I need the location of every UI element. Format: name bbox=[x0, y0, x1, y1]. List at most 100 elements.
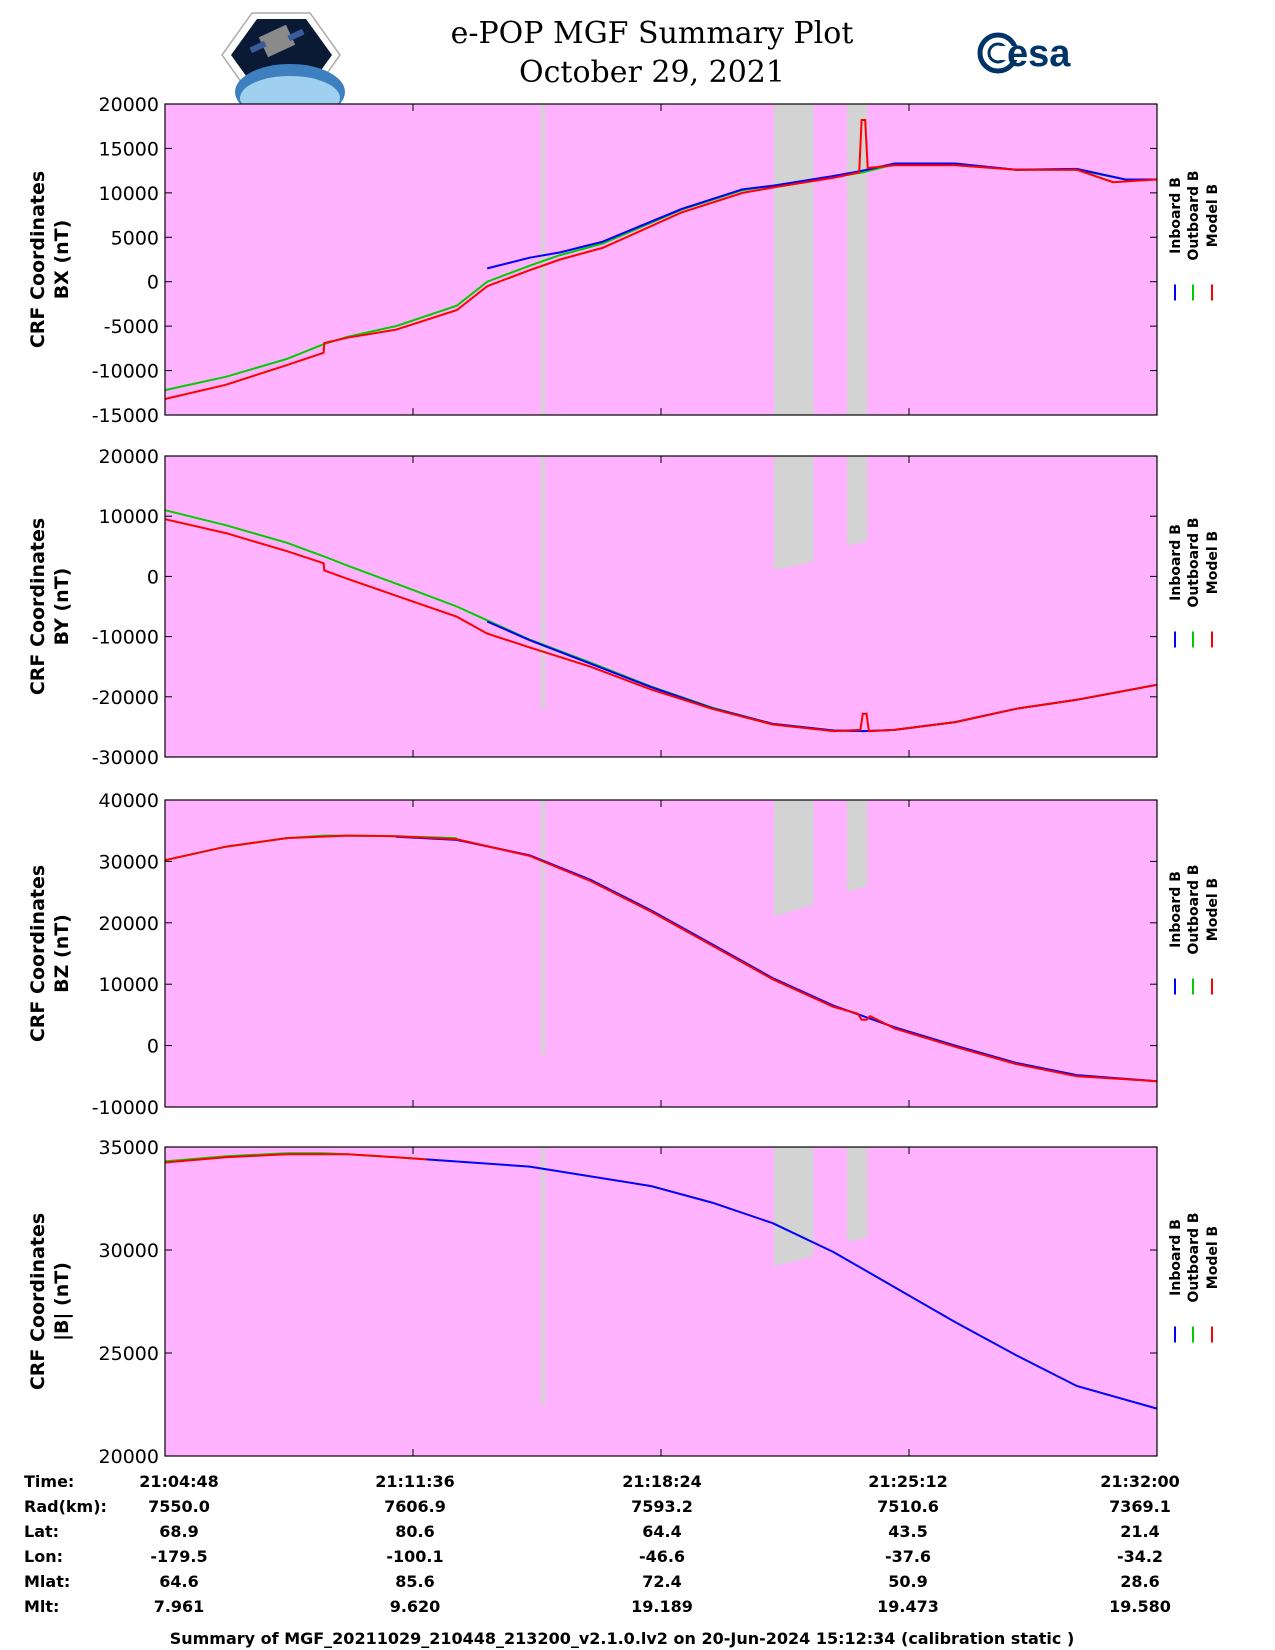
ephemeris-row-label: Time: bbox=[24, 1472, 74, 1491]
y-axis-label-units: |B| (nT) bbox=[51, 1262, 73, 1341]
ephemeris-cell: 21:32:00 bbox=[1100, 1472, 1180, 1491]
ephemeris-cell: 19.473 bbox=[877, 1597, 939, 1616]
data-gap-band bbox=[847, 1147, 868, 1242]
ephemeris-cell: 43.5 bbox=[888, 1522, 927, 1541]
ephemeris-cell: -100.1 bbox=[386, 1547, 443, 1566]
data-gap-line bbox=[541, 800, 546, 1055]
series-line-model bbox=[164, 119, 1158, 400]
y-tick-label: -10000 bbox=[92, 361, 159, 383]
legend-label: Outboard B bbox=[1186, 170, 1202, 260]
data-gap-band bbox=[774, 456, 814, 571]
ephemeris-cell: -179.5 bbox=[150, 1547, 207, 1566]
y-axis-label-units: BY (nT) bbox=[51, 568, 73, 646]
y-tick-label: 0 bbox=[147, 272, 159, 294]
ephemeris-cell: 7550.0 bbox=[148, 1497, 210, 1516]
legend-label: Outboard B bbox=[1186, 517, 1202, 607]
y-tick-label: -10000 bbox=[92, 1097, 159, 1119]
legend: Inboard B Outboard B Model B bbox=[1168, 1212, 1221, 1343]
legend-label: Inboard B bbox=[1168, 871, 1184, 948]
ephemeris-cell: 7.961 bbox=[154, 1597, 205, 1616]
ephemeris-cell: 21:04:48 bbox=[139, 1472, 219, 1491]
ephemeris-cell: 21:11:36 bbox=[375, 1472, 455, 1491]
y-tick-label: -15000 bbox=[92, 405, 159, 427]
y-tick-label: 0 bbox=[147, 566, 159, 588]
y-tick-label: 15000 bbox=[99, 138, 159, 160]
plot-area bbox=[165, 456, 1157, 757]
data-gap-band bbox=[774, 104, 814, 415]
legend-label: Outboard B bbox=[1186, 1212, 1202, 1302]
ephemeris-cell: -34.2 bbox=[1117, 1547, 1163, 1566]
data-gap-line bbox=[541, 456, 546, 709]
ephemeris-cell: 68.9 bbox=[159, 1522, 198, 1541]
y-axis-label: CRF Coordinates bbox=[27, 171, 49, 348]
y-tick-label: 20000 bbox=[99, 1446, 159, 1468]
legend-label: Model B bbox=[1205, 184, 1221, 247]
y-tick-label: 10000 bbox=[99, 506, 159, 528]
ephemeris-cell: 85.6 bbox=[395, 1572, 434, 1591]
legend-label: Inboard B bbox=[1168, 524, 1184, 601]
ephemeris-cell: -46.6 bbox=[639, 1547, 685, 1566]
ephemeris-row-label: Mlat: bbox=[24, 1572, 70, 1591]
series-line-model bbox=[164, 834, 1158, 1083]
y-tick-label: 0 bbox=[147, 1036, 159, 1058]
ephemeris-table: Time: Rad(km): Lat: Lon: Mlat: Mlt: 21:04:48 75… bbox=[24, 1472, 1180, 1616]
footer-caption: Summary of MGF_20211029_210448_213200_v2… bbox=[170, 1629, 1075, 1648]
ephemeris-cell: 7369.1 bbox=[1109, 1497, 1171, 1516]
y-tick-label: 5000 bbox=[111, 227, 159, 249]
ephemeris-cell: 19.580 bbox=[1109, 1597, 1171, 1616]
chart-panel-1: 20000 15000 10000 5000 0 -5000 -10000 -15000 CRF… bbox=[27, 94, 1221, 427]
ephemeris-row-label: Rad(km): bbox=[24, 1497, 107, 1516]
legend-label: Inboard B bbox=[1168, 177, 1184, 254]
esa-logo: esa bbox=[977, 32, 1071, 75]
ephemeris-cell: 64.4 bbox=[642, 1522, 681, 1541]
series-line-model bbox=[164, 1153, 427, 1164]
y-tick-label: -5000 bbox=[104, 316, 159, 338]
chart-panels: 20000 15000 10000 5000 0 -5000 -10000 -15000 CRF… bbox=[27, 94, 1221, 1468]
y-tick-label: 10000 bbox=[99, 183, 159, 205]
ephemeris-cell: 80.6 bbox=[395, 1522, 434, 1541]
legend: Inboard B Outboard B Model B bbox=[1168, 170, 1221, 301]
y-tick-label: 35000 bbox=[99, 1137, 159, 1159]
ephemeris-row-label: Mlt: bbox=[24, 1597, 59, 1616]
y-axis-label-units: BZ (nT) bbox=[51, 914, 73, 993]
ephemeris-cell: -37.6 bbox=[885, 1547, 931, 1566]
data-gap-band bbox=[774, 1147, 814, 1267]
data-gap-band bbox=[847, 456, 868, 547]
series-line-model bbox=[164, 518, 1158, 733]
ephemeris-cell: 7510.6 bbox=[877, 1497, 939, 1516]
plot-title: e-POP MGF Summary Plot bbox=[451, 16, 854, 51]
ephemeris-cell: 21:18:24 bbox=[622, 1472, 702, 1491]
plot-area bbox=[165, 104, 1157, 415]
ephemeris-cell: 72.4 bbox=[642, 1572, 681, 1591]
y-axis-label: CRF Coordinates bbox=[27, 518, 49, 695]
legend-label: Model B bbox=[1205, 878, 1221, 941]
y-axis-label: CRF Coordinates bbox=[27, 1213, 49, 1390]
plot-date: October 29, 2021 bbox=[519, 55, 785, 90]
chart-panel-3: 40000 30000 20000 10000 0 -10000 CRF Coordinat… bbox=[27, 790, 1221, 1119]
data-gap-line bbox=[541, 104, 546, 415]
chart-panel-2: 20000 10000 0 -10000 -20000 -30000 CRF Coordin… bbox=[27, 446, 1221, 769]
y-tick-label: -20000 bbox=[92, 687, 159, 709]
y-tick-label: 25000 bbox=[99, 1343, 159, 1365]
data-gap-band bbox=[774, 800, 814, 917]
legend-label: Model B bbox=[1205, 1226, 1221, 1289]
chart-panel-4: 35000 30000 25000 20000 CRF Coordinates |B| (… bbox=[27, 1137, 1221, 1468]
data-gap-band bbox=[847, 800, 868, 893]
y-tick-label: 30000 bbox=[99, 1240, 159, 1262]
y-tick-label: 20000 bbox=[99, 446, 159, 468]
esa-wordmark: esa bbox=[1007, 33, 1071, 75]
y-tick-label: 10000 bbox=[99, 974, 159, 996]
ephemeris-cell: 21:25:12 bbox=[868, 1472, 948, 1491]
data-gap-line bbox=[541, 1147, 546, 1405]
data-gap-band bbox=[847, 104, 868, 415]
y-tick-label: 20000 bbox=[99, 94, 159, 116]
ephemeris-cell: 19.189 bbox=[631, 1597, 693, 1616]
ephemeris-cell: 21.4 bbox=[1120, 1522, 1159, 1541]
legend-label: Model B bbox=[1205, 531, 1221, 594]
y-tick-label: 40000 bbox=[99, 790, 159, 812]
y-axis-label-units: BX (nT) bbox=[51, 220, 73, 300]
y-tick-label: 30000 bbox=[99, 851, 159, 873]
y-tick-label: 20000 bbox=[99, 913, 159, 935]
series-line-inboard bbox=[426, 1158, 1158, 1410]
legend-label: Outboard B bbox=[1186, 864, 1202, 954]
